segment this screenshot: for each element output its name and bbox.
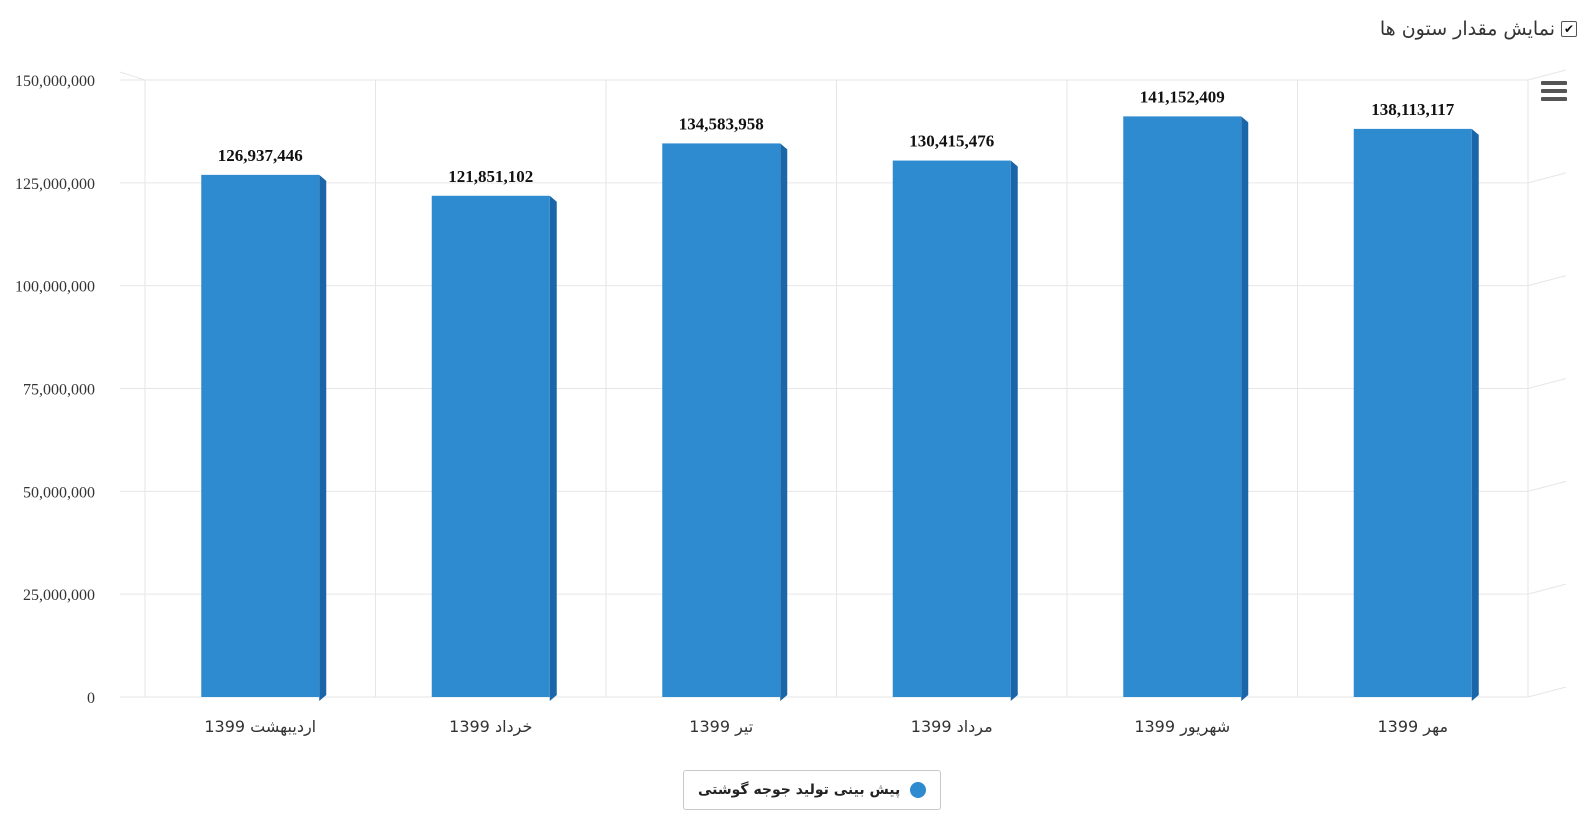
bar-value-label: 138,113,117 [1371, 100, 1455, 119]
x-tick-label: تیر 1399 [689, 717, 753, 737]
x-tick-label: مهر 1399 [1377, 717, 1448, 737]
y-tick-label: 75,000,000 [23, 382, 95, 399]
bar-value-label: 130,415,476 [909, 132, 994, 151]
bar-side [549, 195, 557, 701]
gridline-depth [1527, 275, 1567, 287]
bar-side [1471, 128, 1479, 701]
bar [892, 160, 1011, 697]
y-tick-label: 150,000,000 [15, 73, 95, 90]
x-tick-label: شهریور 1399 [1134, 717, 1230, 737]
bar [1353, 128, 1472, 697]
gridline-depth [1527, 686, 1567, 698]
y-tick-label: 25,000,000 [23, 587, 95, 604]
bar [1123, 116, 1242, 698]
bar-side [1241, 116, 1249, 702]
gridline-depth [1527, 69, 1567, 81]
legend-swatch-icon [910, 782, 927, 798]
show-values-label: نمایش مقدار ستون ها [1379, 18, 1555, 40]
bar [431, 195, 550, 697]
gridline-depth [1527, 480, 1567, 492]
hamburger-menu-icon[interactable] [1541, 78, 1567, 104]
bar-value-label: 121,851,102 [448, 167, 533, 186]
bar [201, 174, 320, 698]
x-tick-label: خرداد 1399 [449, 717, 532, 737]
bar [662, 143, 781, 697]
gridline-depth [1527, 583, 1567, 595]
x-tick-label: مرداد 1399 [911, 717, 993, 737]
legend-series-label: پیش بینی تولید جوجه گوشتی [698, 782, 901, 798]
gridline-depth [1527, 378, 1567, 389]
y-tick-label: 50,000,000 [23, 484, 95, 501]
show-values-checkbox[interactable]: ✔ [1561, 21, 1577, 37]
bar-value-label: 141,152,409 [1140, 87, 1225, 106]
y-tick-label: 0 [87, 690, 95, 707]
y-tick-label: 125,000,000 [15, 176, 95, 193]
bar-side [1010, 160, 1018, 701]
show-column-values-toggle[interactable]: ✔ نمایش مقدار ستون ها [1380, 18, 1577, 40]
x-tick-label: اردیبهشت 1399 [204, 717, 316, 737]
bar-value-label: 134,583,958 [679, 114, 764, 133]
y-tick-label: 100,000,000 [15, 279, 95, 296]
gridline-depth [1527, 172, 1567, 184]
chart-legend[interactable]: پیش بینی تولید جوجه گوشتی [683, 770, 942, 810]
bar-value-label: 126,937,446 [218, 146, 303, 165]
bar-side [780, 143, 788, 701]
bar-side [319, 174, 327, 702]
gridline-depth [119, 71, 146, 81]
